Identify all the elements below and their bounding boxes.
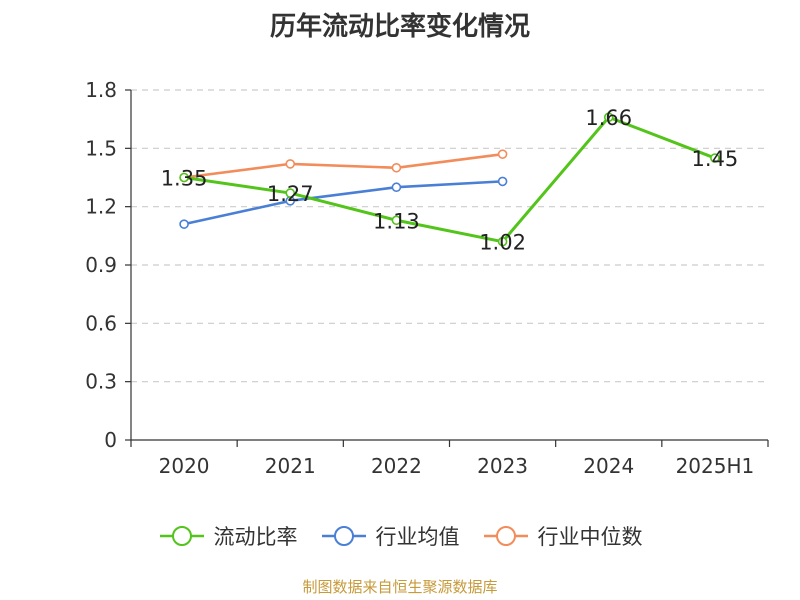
legend-swatch-circle-2: [495, 526, 516, 546]
legend-item-1[interactable]: 行业均值: [320, 521, 460, 551]
data-label-3: 1.02: [479, 231, 526, 255]
data-label-2: 1.13: [373, 209, 420, 233]
legend: 流动比率 行业均值 行业中位数: [0, 518, 800, 554]
legend-item-0[interactable]: 流动比率: [158, 521, 298, 551]
y-tick-label-5: 1.5: [85, 136, 117, 160]
series-lines: [179, 112, 720, 247]
point-0-3: [497, 236, 508, 247]
x-tick-label-2024: 2024: [583, 454, 634, 478]
point-1-3: [497, 176, 508, 187]
source-note: 制图数据来自恒生聚源数据库: [302, 578, 498, 596]
x-tick-label-2020: 2020: [159, 454, 210, 478]
point-2-3: [497, 149, 508, 159]
x-tick-label-2025H1: 2025H1: [676, 454, 755, 478]
x-tick-label-2022: 2022: [371, 454, 422, 478]
legend-item-2[interactable]: 行业中位数: [482, 521, 643, 551]
line-chart: 0 0.3 0.6 0.9 1.2 1.5 1.8 2020 2021 2022 2023 2024 2…: [85, 78, 769, 478]
series-line-0: [183, 115, 716, 244]
data-label-5: 1.45: [692, 147, 739, 171]
point-0-1: [285, 188, 296, 198]
legend-label-2: 行业中位数: [537, 525, 643, 549]
data-labels: 1.35 1.27 1.13 1.02 1.66 1.45: [161, 106, 739, 254]
point-0-2: [391, 215, 402, 226]
point-1-0: [179, 219, 189, 229]
point-1-2: [391, 182, 402, 193]
series-line-2: [183, 152, 503, 179]
x-tick-label-2021: 2021: [265, 454, 316, 478]
data-label-0: 1.35: [161, 167, 208, 191]
series-line-1: [183, 180, 503, 226]
y-tick-label-4: 1.2: [85, 195, 117, 219]
y-tick-label-1: 0.3: [85, 370, 117, 394]
data-label-1: 1.27: [267, 182, 314, 206]
legend-swatch-0: [159, 526, 204, 546]
legend-swatch-circle-1: [333, 526, 354, 546]
point-0-5: [710, 153, 720, 163]
point-2-2: [391, 162, 402, 173]
axes: 0 0.3 0.6 0.9 1.2 1.5 1.8 2020 2021 2022 2023 2024 2…: [85, 78, 769, 478]
point-0-0: [179, 172, 189, 183]
y-tick-label-2: 0.6: [85, 311, 117, 335]
y-tick-label-6: 1.8: [85, 78, 117, 102]
point-2-1: [285, 159, 296, 169]
chart-title: 历年流动比率变化情况: [269, 12, 530, 42]
x-tick-label-2023: 2023: [477, 454, 528, 478]
legend-swatch-1: [321, 526, 366, 546]
y-tick-label-3: 0.9: [85, 253, 117, 277]
legend-swatch-circle-0: [171, 526, 192, 546]
point-0-4: [603, 112, 614, 123]
legend-swatch-2: [483, 526, 528, 546]
data-label-4: 1.66: [585, 106, 632, 130]
legend-label-0: 流动比率: [213, 525, 298, 549]
legend-label-1: 行业均值: [375, 525, 460, 549]
y-tick-label-0: 0: [104, 428, 117, 452]
grid-lines: [131, 89, 768, 383]
